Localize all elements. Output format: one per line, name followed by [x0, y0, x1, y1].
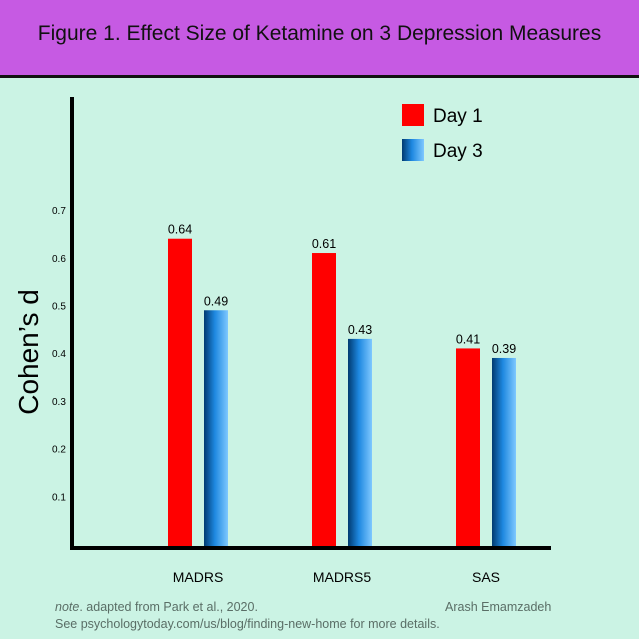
x-tick-label: SAS [472, 569, 500, 585]
legend-label-day1: Day 1 [433, 106, 483, 127]
bar-madrs5-day1 [312, 253, 336, 548]
legend-swatch-day1 [402, 104, 424, 126]
legend: Day 1 Day 3 [402, 104, 483, 162]
note-prefix: note [55, 600, 80, 614]
y-tick-label: 0.1 [52, 492, 66, 503]
bar-madrs-day3 [204, 310, 228, 548]
bar-sas-day1 [456, 348, 480, 548]
data-label: 0.61 [312, 237, 336, 251]
data-label: 0.49 [204, 294, 228, 308]
data-label: 0.64 [168, 223, 192, 237]
footnote: note. adapted from Park et al., 2020. [55, 600, 258, 614]
data-label: 0.41 [456, 332, 480, 346]
bar-sas-day3 [492, 357, 516, 548]
data-label: 0.39 [492, 342, 516, 356]
y-axis-label: Cohen’s d [13, 289, 44, 415]
y-tick-label: 0.3 [52, 397, 66, 408]
x-tick-label: MADRS5 [313, 569, 372, 585]
y-tick-label: 0.7 [52, 206, 66, 217]
y-tick-label: 0.4 [52, 349, 66, 360]
bar-madrs5-day3 [348, 338, 372, 548]
legend-label-day3: Day 3 [433, 141, 483, 162]
data-label: 0.43 [348, 323, 372, 337]
legend-swatch-day3 [402, 139, 424, 161]
header-banner: Figure 1. Effect Size of Ketamine on 3 D… [0, 0, 639, 78]
bar-madrs-day1 [168, 238, 192, 548]
y-tick-label: 0.6 [52, 254, 66, 265]
y-tick-label: 0.5 [52, 302, 66, 313]
author-credit: Arash Emamzadeh [445, 600, 552, 614]
details-note: See psychologytoday.com/us/blog/finding-… [55, 617, 440, 631]
y-tick-label: 0.2 [52, 445, 66, 456]
chart-title: Figure 1. Effect Size of Ketamine on 3 D… [37, 22, 602, 45]
x-tick-label: MADRS [173, 569, 224, 585]
note-text: . adapted from Park et al., 2020. [79, 600, 258, 614]
